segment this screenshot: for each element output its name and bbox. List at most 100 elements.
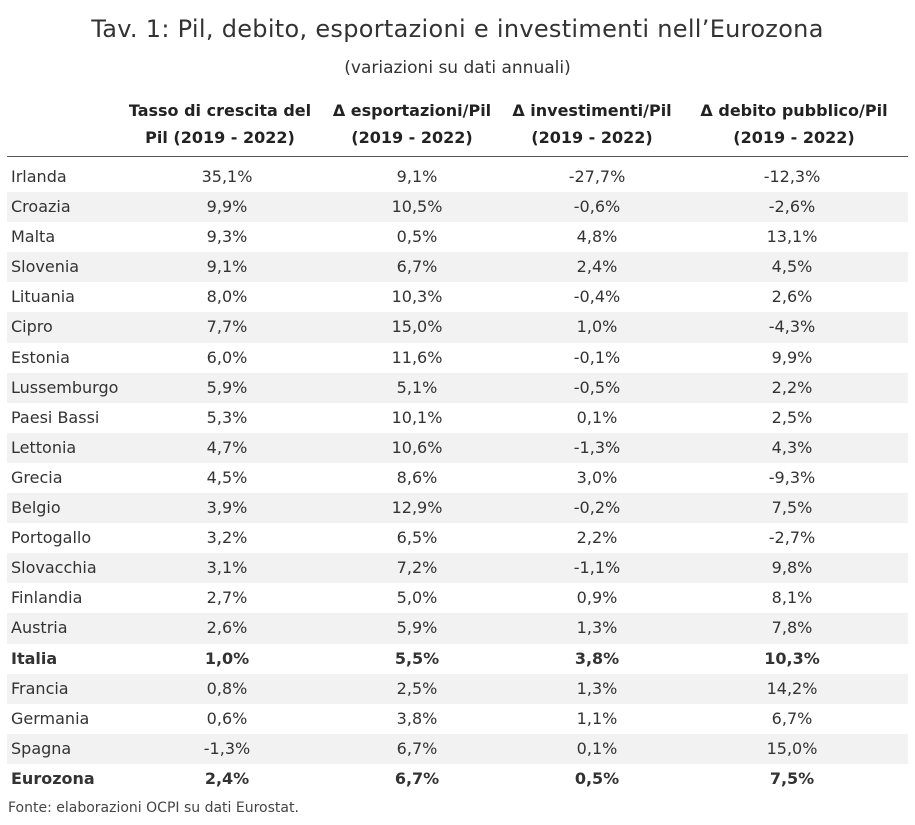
table-body: Irlanda 35,1% 9,1% -27,7% -12,3% Croazia 9,9% 1… [7, 162, 908, 794]
cell-investments: 2,2% [576, 528, 618, 548]
table-row: Germania 0,6% 3,8% 1,1% 6,7% [7, 704, 908, 734]
table-header: Tasso di crescita del Pil (2019 - 2022) … [0, 97, 915, 153]
cell-gdp-growth: 4,7% [206, 437, 248, 457]
table-row: Eurozona 2,4% 6,7% 0,5% 7,5% [7, 764, 908, 794]
cell-investments: -0,6% [573, 197, 621, 217]
cell-exports: 10,1% [391, 407, 443, 427]
cell-investments: 0,9% [576, 588, 618, 608]
table-row: Spagna -1,3% 6,7% 0,1% 15,0% [7, 733, 908, 764]
cell-gdp-growth: 9,9% [206, 197, 248, 217]
table-row: Italia 1,0% 5,5% 3,8% 10,3% [7, 644, 908, 674]
table-row: Lituania 8,0% 10,3% -0,4% 2,6% [7, 282, 908, 312]
cell-country: Paesi Bassi [11, 407, 100, 427]
cell-gdp-growth: 4,5% [206, 467, 248, 487]
header-public-debt: Δ debito pubblico/Pil (2019 - 2022) [689, 97, 899, 151]
cell-exports: 15,0% [391, 317, 443, 337]
cell-gdp-growth: -1,3% [203, 738, 251, 758]
cell-public-debt: -2,7% [768, 528, 816, 548]
cell-gdp-growth: 0,6% [206, 708, 248, 728]
header-exports-line2: (2019 - 2022) [351, 128, 473, 147]
header-divider [7, 156, 908, 157]
cell-exports: 6,7% [396, 257, 438, 277]
cell-country: Cipro [11, 317, 53, 337]
cell-public-debt: 13,1% [766, 227, 818, 247]
cell-gdp-growth: 35,1% [201, 167, 253, 186]
cell-investments: 0,5% [574, 768, 620, 788]
cell-gdp-growth: 9,1% [206, 257, 248, 277]
cell-country: Francia [11, 678, 69, 698]
table-row: Austria 2,6% 5,9% 1,3% 7,8% [7, 613, 908, 644]
cell-gdp-growth: 3,9% [206, 498, 248, 518]
cell-public-debt: 4,5% [771, 257, 813, 277]
cell-country: Belgio [11, 498, 61, 518]
header-gdp-growth: Tasso di crescita del Pil (2019 - 2022) [125, 97, 315, 151]
table-row: Slovacchia 3,1% 7,2% -1,1% 9,8% [7, 553, 908, 584]
cell-gdp-growth: 5,3% [206, 407, 248, 427]
cell-gdp-growth: 7,7% [206, 317, 248, 337]
cell-exports: 5,5% [394, 648, 440, 668]
cell-exports: 10,5% [391, 197, 443, 217]
table-row: Lettonia 4,7% 10,6% -1,3% 4,3% [7, 432, 908, 463]
cell-gdp-growth: 5,9% [206, 377, 248, 397]
cell-country: Finlandia [11, 588, 83, 608]
cell-public-debt: 9,8% [771, 558, 813, 578]
cell-investments: 3,0% [576, 467, 618, 487]
cell-country: Estonia [11, 347, 70, 367]
cell-country: Slovenia [11, 257, 80, 277]
cell-public-debt: 10,3% [764, 648, 820, 668]
cell-public-debt: -9,3% [768, 467, 816, 487]
cell-gdp-growth: 0,8% [206, 678, 248, 698]
table-title: Tav. 1: Pil, debito, esportazioni e inve… [91, 15, 824, 43]
cell-public-debt: 2,5% [771, 407, 813, 427]
header-public-debt-line2: (2019 - 2022) [733, 128, 855, 147]
cell-exports: 10,3% [391, 287, 443, 307]
cell-exports: 0,5% [396, 227, 438, 247]
cell-country: Lituania [11, 287, 75, 307]
cell-country: Italia [11, 648, 58, 668]
cell-exports: 5,1% [396, 377, 438, 397]
cell-public-debt: 7,8% [771, 618, 813, 638]
table-row: Lussemburgo 5,9% 5,1% -0,5% 2,2% [7, 372, 908, 403]
cell-investments: -27,7% [568, 167, 626, 186]
cell-investments: 0,1% [576, 738, 618, 758]
cell-public-debt: -2,6% [768, 197, 816, 217]
cell-investments: -0,4% [573, 287, 621, 307]
table-row: Francia 0,8% 2,5% 1,3% 14,2% [7, 673, 908, 704]
cell-investments: -0,2% [573, 498, 621, 518]
header-exports-line1: Δ esportazioni/Pil [332, 101, 492, 120]
cell-country: Spagna [11, 738, 72, 758]
cell-public-debt: -12,3% [763, 167, 821, 186]
cell-gdp-growth: 9,3% [206, 227, 248, 247]
cell-country: Eurozona [11, 768, 95, 788]
cell-exports: 9,1% [396, 167, 438, 186]
header-gdp-growth-line1: Tasso di crescita del [128, 101, 312, 120]
table-row: Finlandia 2,7% 5,0% 0,9% 8,1% [7, 583, 908, 613]
cell-investments: -0,1% [573, 347, 621, 367]
cell-investments: 2,4% [576, 257, 618, 277]
cell-country: Austria [11, 618, 68, 638]
cell-investments: -1,1% [573, 558, 621, 578]
cell-investments: 4,8% [576, 227, 618, 247]
cell-country: Croazia [11, 197, 71, 217]
cell-public-debt: 14,2% [766, 678, 818, 698]
cell-public-debt: 15,0% [766, 738, 818, 758]
cell-country: Lettonia [11, 437, 77, 457]
cell-exports: 12,9% [391, 498, 443, 518]
header-investments-line1: Δ investimenti/Pil [512, 101, 672, 120]
cell-country: Malta [11, 227, 56, 247]
cell-public-debt: 8,1% [771, 588, 813, 608]
cell-exports: 6,5% [396, 528, 438, 548]
cell-investments: 1,0% [576, 317, 618, 337]
cell-public-debt: 6,7% [771, 708, 813, 728]
cell-public-debt: 9,9% [771, 347, 813, 367]
cell-country: Germania [11, 708, 90, 728]
cell-gdp-growth: 3,2% [206, 528, 248, 548]
cell-gdp-growth: 2,4% [204, 768, 250, 788]
header-investments-line2: (2019 - 2022) [531, 128, 653, 147]
cell-country: Irlanda [11, 167, 67, 186]
cell-exports: 6,7% [396, 738, 438, 758]
cell-country: Portogallo [11, 528, 92, 548]
cell-public-debt: 4,3% [771, 437, 813, 457]
table-row: Croazia 9,9% 10,5% -0,6% -2,6% [7, 192, 908, 223]
